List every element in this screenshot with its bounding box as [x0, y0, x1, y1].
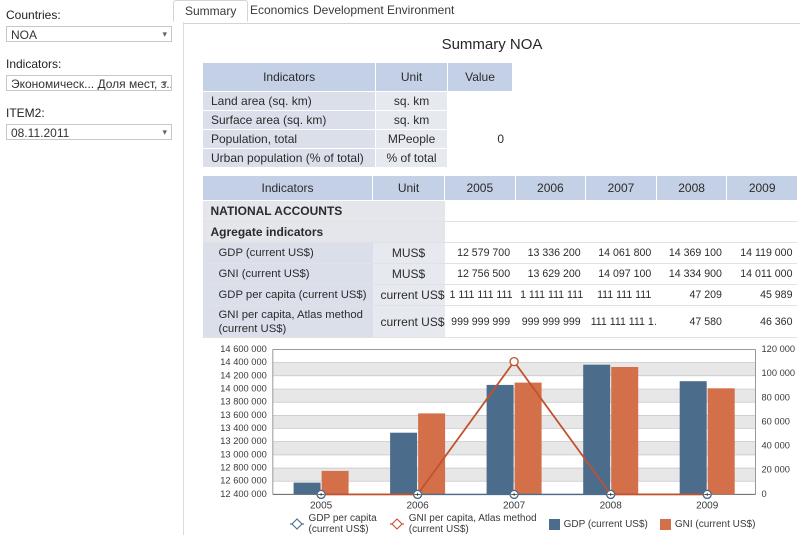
svg-text:12 600 000: 12 600 000	[220, 476, 267, 486]
svg-text:13 800 000: 13 800 000	[220, 397, 267, 407]
svg-text:2009: 2009	[696, 500, 719, 511]
svg-text:13 400 000: 13 400 000	[220, 423, 267, 433]
svg-text:60 000: 60 000	[762, 416, 790, 426]
svg-text:2008: 2008	[600, 500, 623, 511]
svg-text:13 000 000: 13 000 000	[220, 449, 267, 459]
svg-text:14 000 000: 14 000 000	[220, 383, 267, 393]
svg-text:120 000: 120 000	[762, 344, 796, 354]
svg-text:40 000: 40 000	[762, 441, 790, 451]
svg-text:80 000: 80 000	[762, 392, 790, 402]
svg-text:13 600 000: 13 600 000	[220, 410, 267, 420]
svg-text:12 800 000: 12 800 000	[220, 463, 267, 473]
svg-text:2005: 2005	[310, 500, 333, 511]
svg-text:2006: 2006	[406, 500, 429, 511]
svg-text:100 000: 100 000	[762, 368, 796, 378]
svg-text:14 600 000: 14 600 000	[220, 344, 267, 354]
svg-text:13 200 000: 13 200 000	[220, 436, 267, 446]
svg-text:14 200 000: 14 200 000	[220, 370, 267, 380]
svg-text:0: 0	[762, 489, 767, 499]
svg-text:12 400 000: 12 400 000	[220, 489, 267, 499]
svg-text:20 000: 20 000	[762, 465, 790, 475]
svg-text:2007: 2007	[503, 500, 526, 511]
svg-text:14 400 000: 14 400 000	[220, 357, 267, 367]
